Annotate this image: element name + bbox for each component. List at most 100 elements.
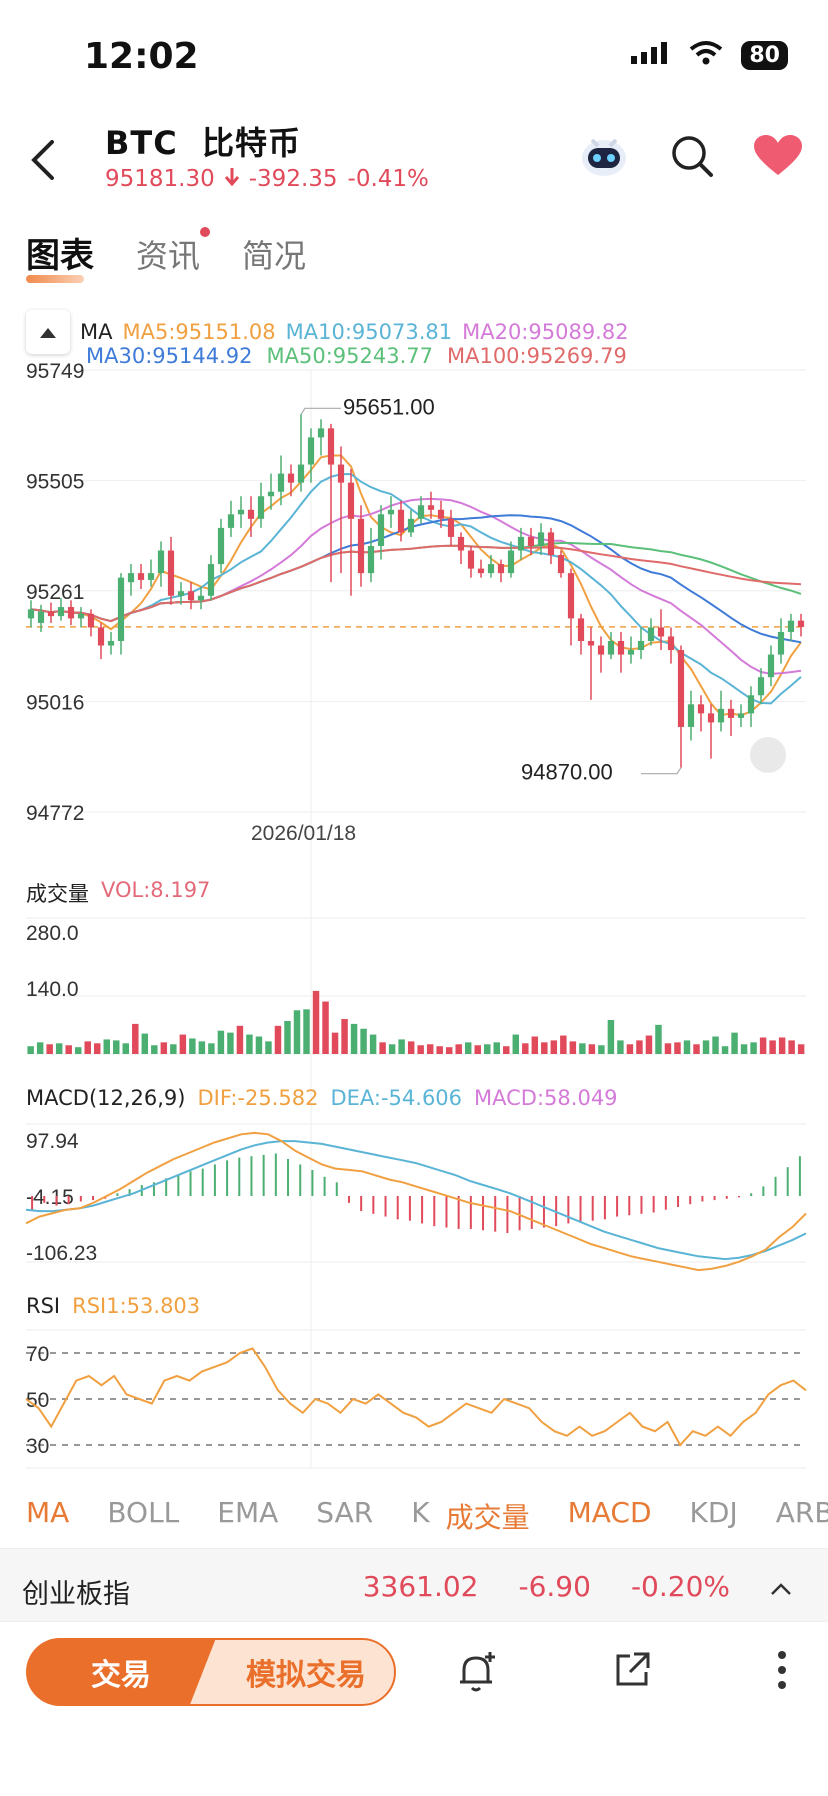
volume-bar: [759, 1037, 767, 1054]
candle-body: [687, 704, 695, 727]
volume-bar: [750, 1042, 757, 1054]
candle-body: [57, 607, 65, 617]
volume-bar: [284, 1020, 291, 1054]
wifi-icon: [689, 40, 723, 70]
volume-bar: [369, 1034, 377, 1054]
volume-bar: [464, 1042, 472, 1054]
ticker-name: 创业板指: [22, 1579, 130, 1610]
volume-bar: [388, 1044, 396, 1054]
candle-body: [597, 645, 605, 655]
candle-body: [207, 564, 215, 596]
candle-body: [747, 695, 755, 714]
volume-bar: [607, 1020, 615, 1054]
candle-body: [177, 591, 185, 596]
volume-bar: [436, 1046, 443, 1054]
volume-bar: [151, 1045, 158, 1054]
ticker-values: 3361.02 -6.90 -0.20%: [363, 1570, 792, 1603]
ma-legend: MA MA5:95151.08 MA10:95073.81 MA20:95089…: [26, 310, 629, 354]
candle-body: [797, 620, 805, 627]
price-axis-label: 94772: [26, 802, 84, 825]
chart-canvas[interactable]: 95749 95505 95261 95016 94772 2026/01/18 95651…: [0, 0, 828, 1490]
tab-arbr[interactable]: ARBR: [775, 1496, 828, 1529]
volume-bar: [512, 1034, 520, 1054]
candle-body: [767, 654, 775, 678]
tab-news[interactable]: 资讯: [136, 227, 211, 277]
volume-bar: [65, 1045, 72, 1054]
volume-bar: [331, 1032, 339, 1054]
candle-body: [277, 473, 285, 492]
more-button[interactable]: [776, 1650, 788, 1690]
tab-sar[interactable]: SAR: [316, 1496, 374, 1529]
high-price-label: 95651.00: [343, 394, 435, 419]
favorite-button[interactable]: [754, 135, 802, 181]
candle-body: [257, 496, 265, 519]
back-button[interactable]: [24, 138, 64, 182]
macd-dif-line: [25, 1131, 807, 1272]
candle-body: [667, 636, 675, 651]
volume-bar: [598, 1045, 605, 1054]
chevron-up-icon[interactable]: [770, 1570, 792, 1603]
ticker-price: 3361.02: [362, 1570, 479, 1603]
candle-body: [357, 518, 365, 574]
share-button[interactable]: [612, 1650, 652, 1690]
tab-k[interactable]: K: [411, 1496, 430, 1529]
tab-volume[interactable]: 成交量: [445, 1501, 530, 1534]
trade-button[interactable]: 交易: [26, 1638, 216, 1706]
low-marker-line: [641, 767, 682, 775]
indicator-tabs: MA BOLL EMA SAR K 成交量 MACD KDJ ARBR: [26, 1496, 828, 1536]
candle-body: [717, 708, 725, 723]
volume-bar: [626, 1044, 634, 1054]
tab-kdj[interactable]: KDJ: [689, 1496, 738, 1529]
candle-body: [757, 677, 765, 696]
volume-title: 成交量: [26, 882, 89, 906]
volume-bar: [179, 1034, 187, 1054]
candle-body: [377, 514, 385, 546]
rsi-title: RSI: [26, 1294, 61, 1318]
alert-button[interactable]: [456, 1650, 498, 1694]
volume-bar: [265, 1041, 272, 1054]
search-button[interactable]: [670, 134, 714, 182]
index-ticker-bar[interactable]: [0, 1548, 828, 1622]
volume-bar: [702, 1040, 710, 1054]
ma5-value: MA5:95151.08: [122, 320, 276, 344]
volume-bar: [360, 1028, 367, 1054]
candle-body: [187, 591, 195, 601]
candle-body: [507, 550, 515, 574]
candle-body: [567, 573, 575, 619]
tab-ema[interactable]: EMA: [217, 1496, 279, 1529]
tab-overview[interactable]: 简况: [242, 237, 307, 275]
candle-body: [707, 713, 715, 723]
battery-indicator: 80: [741, 40, 788, 70]
tab-boll[interactable]: BOLL: [107, 1496, 180, 1529]
candle-body: [367, 545, 375, 574]
candle-body: [217, 527, 225, 565]
tab-ma[interactable]: MA: [26, 1496, 70, 1529]
robot-assistant-icon[interactable]: [578, 132, 630, 184]
volume-bar: [797, 1044, 805, 1054]
volume-bar: [788, 1040, 795, 1054]
volume-axis-label: 280.0: [26, 922, 79, 945]
candle-body: [497, 564, 505, 574]
candle-body: [627, 650, 635, 655]
candle-body: [407, 518, 415, 533]
high-marker-line: [300, 407, 341, 415]
candle-body: [467, 550, 475, 569]
volume-bar: [84, 1041, 91, 1054]
tab-news-badge: [200, 227, 211, 237]
tab-macd[interactable]: MACD: [567, 1496, 652, 1529]
volume-bar: [503, 1046, 510, 1054]
volume-bar: [407, 1041, 415, 1054]
volume-bar: [740, 1044, 748, 1054]
volume-bar: [122, 1043, 130, 1054]
candle-body: [157, 550, 165, 574]
sim-trade-button[interactable]: 模拟交易: [186, 1638, 396, 1706]
candle-body: [307, 437, 315, 465]
ma100-value: MA100:95269.79: [446, 344, 627, 368]
candle-body: [417, 505, 425, 519]
volume-bar: [398, 1039, 405, 1054]
tab-chart[interactable]: 图表: [26, 228, 94, 283]
candle-body: [27, 609, 35, 619]
ma30-line: [30, 514, 802, 644]
collapse-legend-button[interactable]: [26, 310, 70, 354]
candle-body: [77, 613, 85, 619]
